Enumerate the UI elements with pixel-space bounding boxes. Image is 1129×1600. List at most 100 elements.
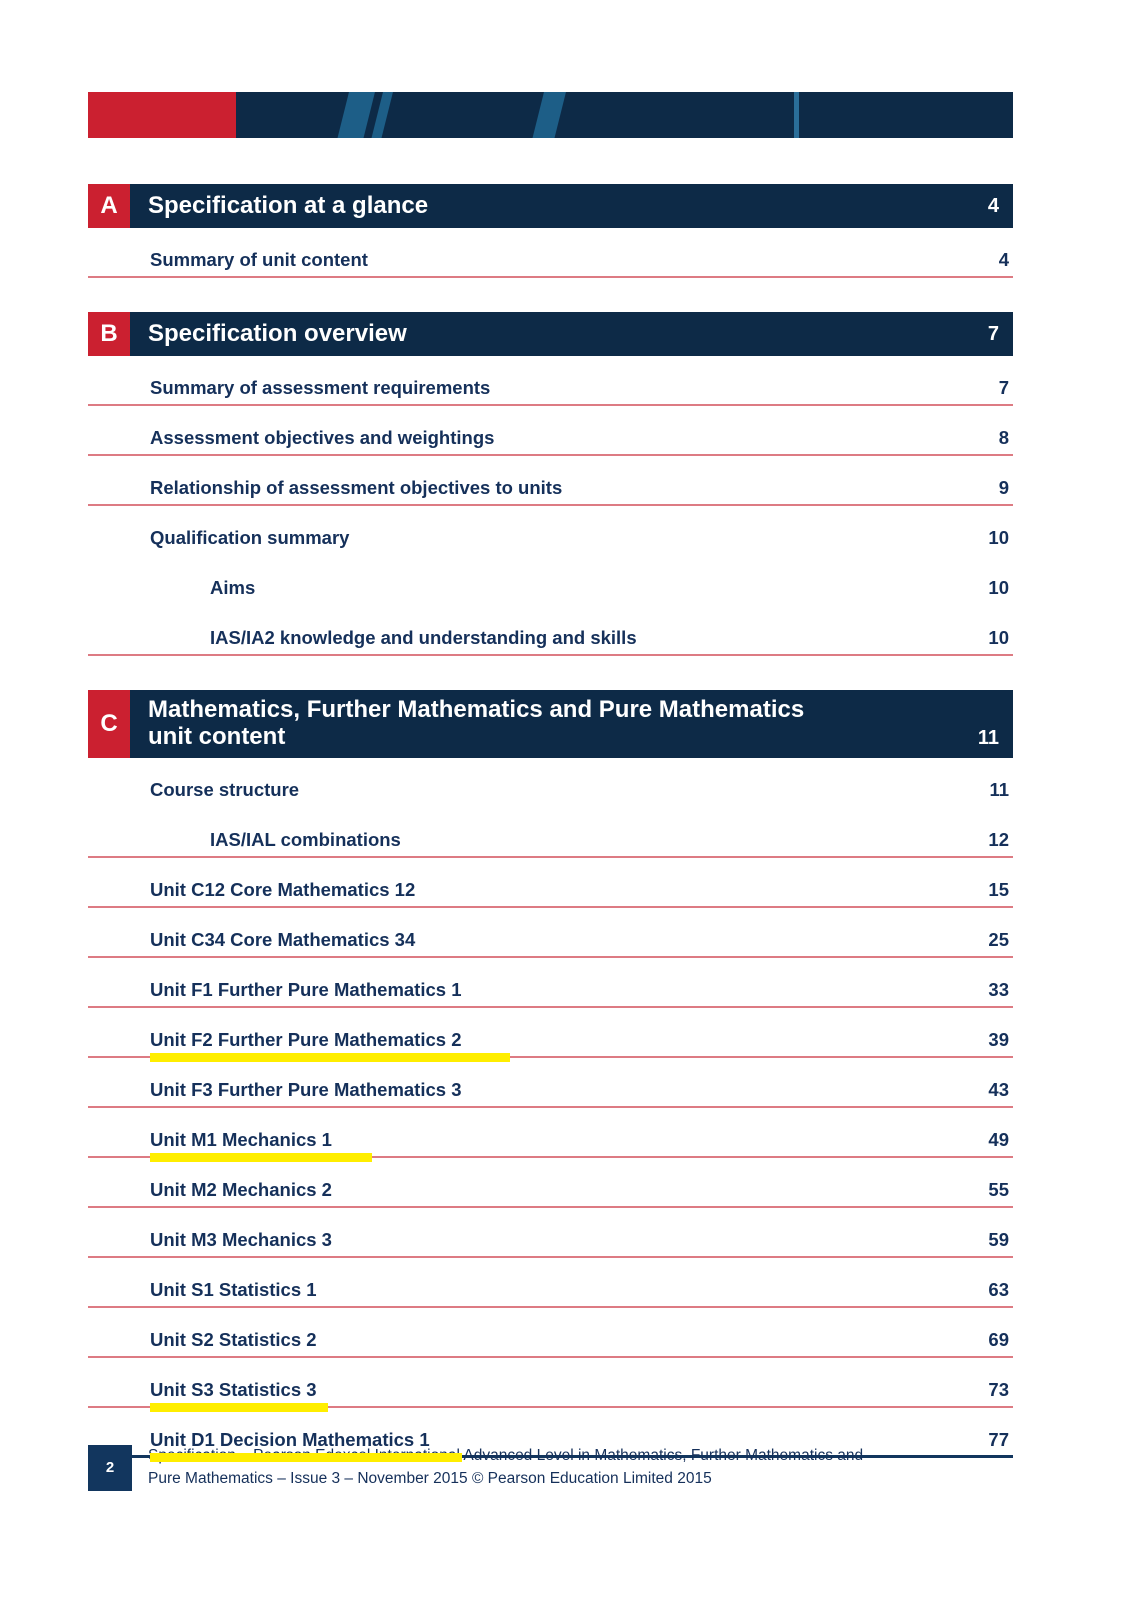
toc-entry-page-number: 25 bbox=[988, 928, 1009, 950]
toc-entry-label: Unit S2 Statistics 2 bbox=[150, 1328, 317, 1350]
toc-entry-label: Summary of assessment requirements bbox=[150, 377, 491, 398]
toc-entry[interactable]: Unit S3 Statistics 3 73 bbox=[88, 1358, 1013, 1412]
toc-entry[interactable]: Unit C12 Core Mathematics 12 15 bbox=[88, 858, 1013, 908]
section-letter-badge: A bbox=[88, 184, 130, 228]
toc-entry-label: Course structure bbox=[150, 778, 300, 800]
toc-entry-page-number: 69 bbox=[988, 1328, 1009, 1350]
toc-entry-page-number: 15 bbox=[988, 878, 1009, 900]
decorative-vertical-line bbox=[794, 92, 799, 138]
toc-entry-label: Assessment objectives and weightings bbox=[150, 427, 495, 448]
toc-entry[interactable]: Unit S2 Statistics 2 69 bbox=[88, 1308, 1013, 1358]
toc-entry-page-number: 73 bbox=[988, 1378, 1009, 1400]
toc-entry[interactable]: Unit C34 Core Mathematics 34 25 bbox=[88, 908, 1013, 958]
toc-entry-rule bbox=[88, 1306, 1013, 1308]
toc-entry[interactable]: Unit F1 Further Pure Mathematics 1 33 bbox=[88, 958, 1013, 1008]
toc-entry[interactable]: Unit M3 Mechanics 3 59 bbox=[88, 1208, 1013, 1258]
toc-entry[interactable]: IAS/IAL combinations 12 bbox=[88, 808, 1013, 858]
highlight-mark bbox=[150, 1052, 510, 1062]
toc-entry-page-number: 63 bbox=[988, 1278, 1009, 1300]
toc-entry[interactable]: Unit M1 Mechanics 1 49 bbox=[88, 1108, 1013, 1162]
toc-entry[interactable]: Unit D1 Decision Mathematics 1 77 bbox=[88, 1408, 1013, 1462]
toc-entry-label: Aims bbox=[210, 577, 256, 598]
toc-entry-page-number: 39 bbox=[988, 1028, 1009, 1050]
section-page-number: 7 bbox=[987, 322, 999, 345]
toc-entry[interactable]: Course structure 11 bbox=[88, 758, 1013, 808]
toc-entry-rule bbox=[88, 404, 1013, 406]
section-header[interactable]: C Mathematics, Further Mathematics and Pu… bbox=[88, 690, 1013, 758]
section-title: Specification at a glance bbox=[148, 191, 429, 219]
toc-entry-rule bbox=[88, 1455, 1013, 1458]
toc-entry[interactable]: Aims 10 bbox=[88, 556, 1013, 606]
section-title-lines: Mathematics, Further Mathematics and Pur… bbox=[148, 696, 805, 751]
decorative-stripe-1 bbox=[334, 92, 378, 138]
toc-entry[interactable]: Summary of unit content 4 bbox=[88, 228, 1013, 278]
toc-entry-label: Unit F3 Further Pure Mathematics 3 bbox=[150, 1078, 462, 1100]
toc-entry[interactable]: Summary of assessment requirements 7 bbox=[88, 356, 1013, 406]
toc-entry-page-number: 12 bbox=[988, 828, 1009, 850]
toc-entry-rule bbox=[88, 1356, 1013, 1358]
toc-entry-rule bbox=[88, 504, 1013, 506]
toc-entry-page-number: 10 bbox=[988, 527, 1009, 548]
toc-entry[interactable]: Relationship of assessment objectives to… bbox=[88, 456, 1013, 506]
section-page-number: 4 bbox=[987, 194, 999, 217]
section-a: A Specification at a glance 4 Summary of un… bbox=[88, 184, 1013, 278]
toc-entry-page-number: 7 bbox=[998, 377, 1009, 398]
toc-entry-rule bbox=[88, 906, 1013, 908]
toc-entry[interactable]: Unit F2 Further Pure Mathematics 2 39 bbox=[88, 1008, 1013, 1062]
highlight-mark bbox=[150, 1452, 462, 1462]
toc-entry-label: Unit C34 Core Mathematics 34 bbox=[150, 928, 416, 950]
section-title: Mathematics, Further Mathematics and Pur… bbox=[130, 690, 953, 758]
section-header[interactable]: B Specification overview 7 bbox=[88, 312, 1013, 356]
toc-entry-rule bbox=[88, 1256, 1013, 1258]
toc-entry-page-number: 77 bbox=[988, 1428, 1009, 1450]
toc-entry[interactable]: Assessment objectives and weightings 8 bbox=[88, 406, 1013, 456]
toc-entry-rule bbox=[88, 856, 1013, 858]
toc-entry-page-number: 4 bbox=[998, 249, 1009, 270]
toc-entry-label: Qualification summary bbox=[150, 527, 350, 548]
toc-entry-rule bbox=[88, 1006, 1013, 1008]
section-title: Specification overview bbox=[148, 319, 407, 347]
toc-entry-label: Unit M2 Mechanics 2 bbox=[150, 1178, 332, 1200]
toc-entry-page-number: 10 bbox=[988, 627, 1009, 648]
toc-entry-label: Unit M1 Mechanics 1 bbox=[150, 1128, 332, 1150]
toc-entry-rule bbox=[88, 1156, 1013, 1158]
toc-entry-label: Relationship of assessment objectives to… bbox=[150, 477, 563, 498]
toc-entry-rule bbox=[88, 276, 1013, 278]
toc-entry-rule bbox=[88, 956, 1013, 958]
section-title-line-1: Mathematics, Further Mathematics and Pur… bbox=[148, 696, 805, 723]
toc-entry-label: Unit S1 Statistics 1 bbox=[150, 1278, 317, 1300]
toc-entry-page-number: 59 bbox=[988, 1228, 1009, 1250]
section-letter-badge: B bbox=[88, 312, 130, 356]
toc-entry-page-number: 9 bbox=[998, 477, 1009, 498]
section-header[interactable]: A Specification at a glance 4 bbox=[88, 184, 1013, 228]
toc-entry[interactable]: Unit F3 Further Pure Mathematics 3 43 bbox=[88, 1058, 1013, 1108]
toc-entry[interactable]: Qualification summary 10 bbox=[88, 506, 1013, 556]
toc-entry-label: Unit M3 Mechanics 3 bbox=[150, 1228, 332, 1250]
toc-entry-label: Summary of unit content bbox=[150, 249, 368, 270]
footer-line-2: Pure Mathematics – Issue 3 – November 20… bbox=[148, 1469, 712, 1487]
toc-entry-page-number: 55 bbox=[988, 1178, 1009, 1200]
contents-banner: Contents bbox=[88, 92, 1013, 138]
section-b: B Specification overview 7 Summary of asses… bbox=[88, 312, 1013, 656]
toc-entry-page-number: 43 bbox=[988, 1078, 1009, 1100]
section-page-number: 11 bbox=[977, 726, 999, 749]
toc-rows: Course structure 11 IAS/IAL combinations 12… bbox=[88, 758, 1013, 1462]
section-title-line-2: unit content bbox=[148, 722, 286, 750]
toc-entry-label: Unit C12 Core Mathematics 12 bbox=[150, 878, 416, 900]
toc-entry[interactable]: IAS/IA2 knowledge and understanding and … bbox=[88, 606, 1013, 656]
footer-page-number: 2 bbox=[88, 1445, 132, 1491]
section-letter-badge: C bbox=[88, 690, 130, 758]
toc-entry-rule bbox=[88, 454, 1013, 456]
decorative-stripe-3 bbox=[529, 92, 569, 138]
toc-entry-page-number: 10 bbox=[988, 577, 1009, 598]
highlight-mark bbox=[150, 1152, 372, 1162]
toc-entry[interactable]: Unit M2 Mechanics 2 55 bbox=[88, 1158, 1013, 1208]
toc-entry-page-number: 33 bbox=[988, 978, 1009, 1000]
toc-rows: Summary of unit content 4 bbox=[88, 228, 1013, 278]
toc-entry-label: IAS/IA2 knowledge and understanding and … bbox=[210, 627, 637, 648]
section-c: C Mathematics, Further Mathematics and Pu… bbox=[88, 690, 1013, 1462]
toc-entry[interactable]: Unit S1 Statistics 1 63 bbox=[88, 1258, 1013, 1308]
toc-entry-label: Unit D1 Decision Mathematics 1 bbox=[150, 1428, 430, 1450]
toc-entry-page-number: 49 bbox=[988, 1128, 1009, 1150]
